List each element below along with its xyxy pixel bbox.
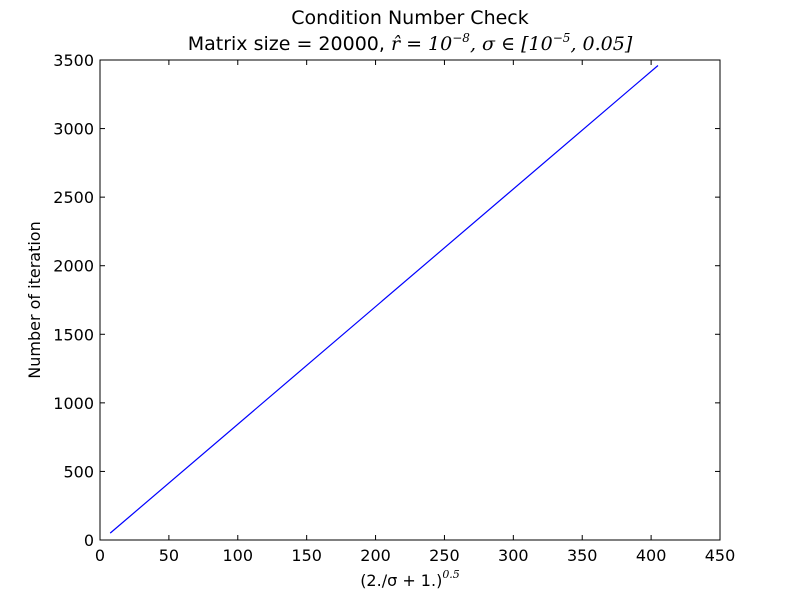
y-tick-label: 2000 [53,257,94,276]
y-tick-label: 0 [84,531,94,550]
series-line-0 [109,65,659,534]
x-axis-label-base: (2./σ + 1.) [360,571,442,590]
subtitle-sigma-end: , 0.05] [570,33,632,55]
plot-area: 0 50 100 150 200 250 300 350 400 450 0 500 1000 1500 2… [53,51,735,565]
plot-frame [99,59,721,541]
x-tick-label: 50 [159,546,179,565]
subtitle-r-symbol: r̂ [391,33,402,55]
x-axis-label-exponent: 0.5 [442,568,460,581]
y-tick-label: 2500 [53,188,94,207]
subtitle-sigma-part: , σ ∈ [10 [470,33,553,55]
x-tick-label: 150 [291,546,322,565]
y-tick-label: 500 [63,462,94,481]
x-tick-label: 0 [95,546,105,565]
x-axis-label: (2./σ + 1.)0.5 [360,568,460,590]
subtitle-eq: = 10 [400,33,452,55]
y-tick-label: 1000 [53,394,94,413]
chart-subtitle: Matrix size = 20000, r̂ = 10−8, σ ∈ [10−… [188,31,633,55]
y-tick-label: 3000 [53,120,94,139]
x-tick-label: 400 [636,546,667,565]
x-tick-label: 100 [223,546,254,565]
subtitle-prefix: Matrix size = 20000, [188,33,391,55]
subtitle-sigma-exponent: −5 [553,31,571,45]
x-tick-label: 350 [567,546,598,565]
x-tick-label: 300 [498,546,529,565]
subtitle-r-exponent: −8 [452,31,470,45]
y-tick-label: 1500 [53,325,94,344]
y-tick-label: 3500 [53,51,94,70]
x-tick-label: 450 [705,546,736,565]
y-axis-label: Number of iteration [25,221,44,378]
x-tick-label: 200 [360,546,391,565]
x-tick-label: 250 [429,546,460,565]
chart-title: Condition Number Check [291,7,529,29]
